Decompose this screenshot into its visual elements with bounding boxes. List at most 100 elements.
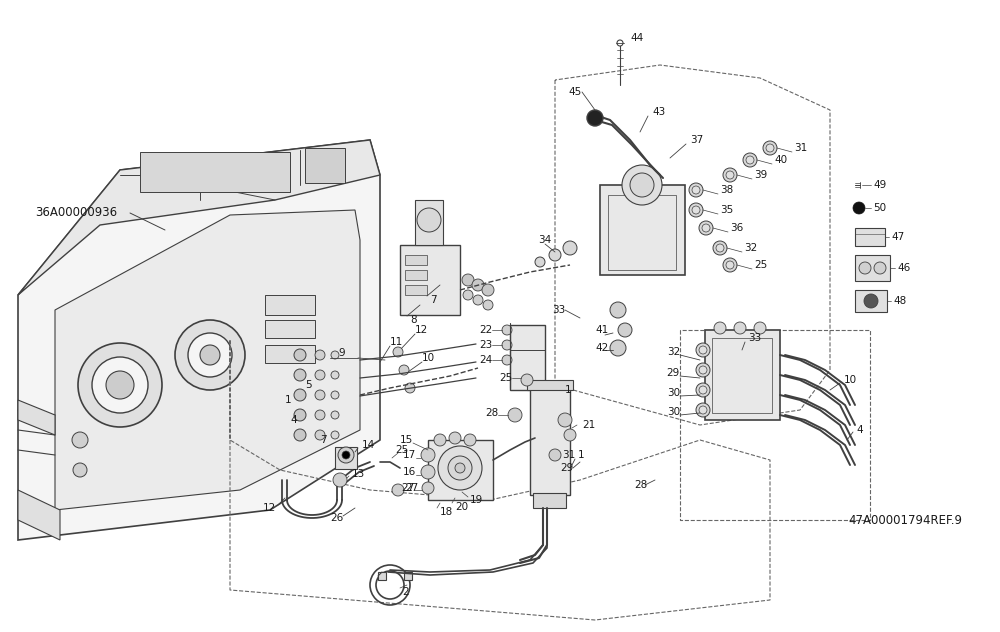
Circle shape <box>699 386 707 394</box>
Text: 28: 28 <box>485 408 498 418</box>
Text: 37: 37 <box>690 135 703 145</box>
Circle shape <box>417 208 441 232</box>
Text: 28: 28 <box>634 480 647 490</box>
Text: 42: 42 <box>595 343 608 353</box>
Circle shape <box>294 369 306 381</box>
Circle shape <box>716 244 724 252</box>
Circle shape <box>315 350 325 360</box>
Text: 1: 1 <box>578 450 585 460</box>
Circle shape <box>743 153 757 167</box>
Text: 39: 39 <box>754 170 767 180</box>
Circle shape <box>294 349 306 361</box>
Bar <box>405 255 427 265</box>
Circle shape <box>618 323 632 337</box>
Circle shape <box>726 171 734 179</box>
Bar <box>378 572 386 580</box>
Circle shape <box>859 262 871 274</box>
Bar <box>400 245 460 315</box>
Text: 15: 15 <box>400 435 413 445</box>
Circle shape <box>699 366 707 374</box>
Text: 23: 23 <box>479 340 492 350</box>
Text: 38: 38 <box>720 185 733 195</box>
Polygon shape <box>18 400 55 435</box>
Circle shape <box>535 257 545 267</box>
Circle shape <box>692 186 700 194</box>
Text: 30: 30 <box>667 388 680 398</box>
Circle shape <box>338 447 354 463</box>
Circle shape <box>702 224 710 232</box>
Circle shape <box>549 249 561 261</box>
Text: 32: 32 <box>667 347 680 357</box>
Text: 1: 1 <box>565 385 572 395</box>
Circle shape <box>188 333 232 377</box>
Text: 25: 25 <box>395 445 408 455</box>
Circle shape <box>331 391 339 399</box>
Circle shape <box>508 408 522 422</box>
Circle shape <box>726 261 734 269</box>
Text: 12: 12 <box>263 503 276 513</box>
Circle shape <box>294 409 306 421</box>
Text: 33: 33 <box>552 305 565 315</box>
Bar <box>265 320 315 338</box>
Circle shape <box>587 110 603 126</box>
Text: 8: 8 <box>410 315 417 325</box>
Circle shape <box>689 183 703 197</box>
Polygon shape <box>18 490 60 540</box>
Circle shape <box>564 429 576 441</box>
Text: 29: 29 <box>560 463 573 473</box>
Circle shape <box>315 370 325 380</box>
Circle shape <box>422 482 434 494</box>
Bar <box>405 270 427 280</box>
Circle shape <box>723 168 737 182</box>
Text: 33: 33 <box>748 333 761 343</box>
Circle shape <box>622 165 662 205</box>
Text: 49: 49 <box>873 180 886 190</box>
Circle shape <box>699 346 707 354</box>
Text: 10: 10 <box>844 375 857 385</box>
Text: 22: 22 <box>479 325 492 335</box>
Text: 45: 45 <box>568 87 581 97</box>
Circle shape <box>763 141 777 155</box>
Circle shape <box>610 340 626 356</box>
Circle shape <box>393 347 403 357</box>
Circle shape <box>455 463 465 473</box>
Bar <box>415 200 443 245</box>
Text: 25: 25 <box>754 260 767 270</box>
Text: 7: 7 <box>430 295 437 305</box>
Text: 16: 16 <box>403 467 416 477</box>
Bar <box>140 152 290 192</box>
Text: 44: 44 <box>630 33 643 43</box>
Circle shape <box>78 343 162 427</box>
Bar <box>405 285 427 295</box>
Bar <box>712 338 772 413</box>
Text: 11: 11 <box>390 337 403 347</box>
Circle shape <box>853 202 865 214</box>
Circle shape <box>714 322 726 334</box>
Circle shape <box>449 432 461 444</box>
Circle shape <box>434 434 446 446</box>
Polygon shape <box>18 140 380 540</box>
Text: 10: 10 <box>422 353 435 363</box>
Bar <box>265 295 315 315</box>
Circle shape <box>294 389 306 401</box>
Circle shape <box>689 203 703 217</box>
Circle shape <box>438 446 482 490</box>
Circle shape <box>462 274 474 286</box>
Circle shape <box>549 449 561 461</box>
Bar <box>533 493 566 508</box>
Circle shape <box>421 465 435 479</box>
Circle shape <box>754 322 766 334</box>
Polygon shape <box>18 140 380 295</box>
Circle shape <box>333 473 347 487</box>
Text: 4: 4 <box>290 415 297 425</box>
Circle shape <box>473 295 483 305</box>
Circle shape <box>617 40 623 46</box>
Text: 4: 4 <box>856 425 863 435</box>
Circle shape <box>874 262 886 274</box>
Text: 25: 25 <box>499 373 512 383</box>
Circle shape <box>483 300 493 310</box>
Circle shape <box>734 322 746 334</box>
Text: 34: 34 <box>538 235 551 245</box>
Text: 50: 50 <box>873 203 886 213</box>
Text: 47: 47 <box>891 232 904 242</box>
